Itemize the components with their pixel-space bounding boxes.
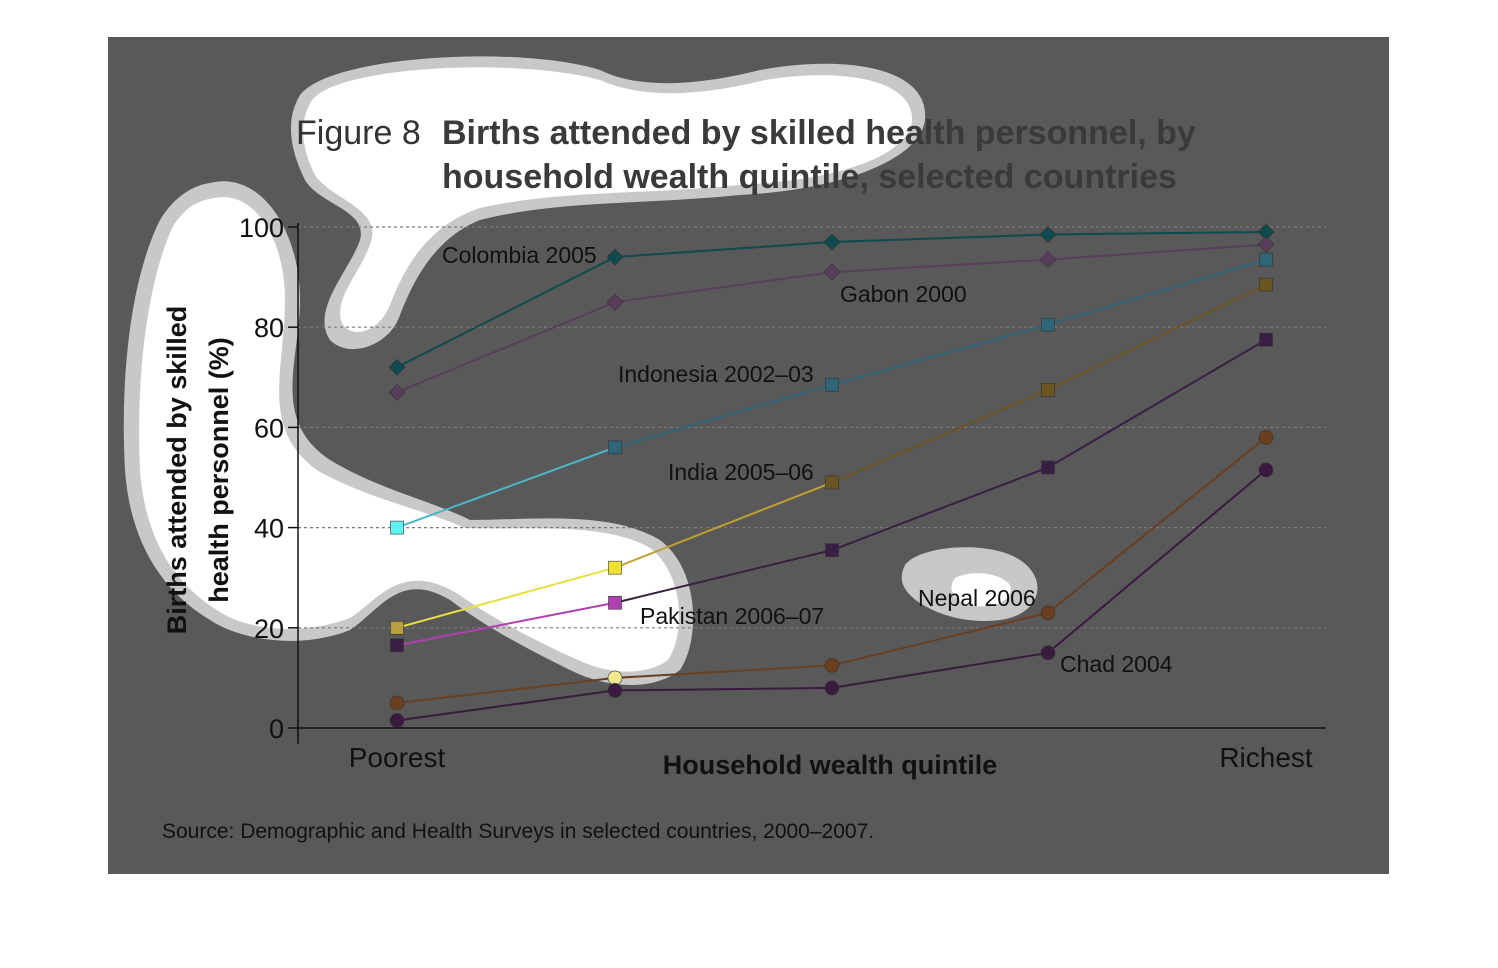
series-colombia-2005 bbox=[388, 223, 1275, 376]
y-tick-label-40: 40 bbox=[254, 514, 284, 544]
data-point bbox=[390, 638, 404, 653]
series-segment bbox=[831, 388, 1049, 484]
data-point bbox=[823, 233, 841, 251]
data-point bbox=[1041, 460, 1055, 475]
series-segment bbox=[1047, 258, 1267, 326]
series-segment bbox=[614, 664, 833, 679]
series-segment bbox=[396, 301, 616, 394]
data-point bbox=[1259, 332, 1273, 347]
series-segment bbox=[614, 241, 833, 259]
series-nepal-2006 bbox=[389, 430, 1274, 711]
series-segment bbox=[614, 549, 833, 604]
data-point bbox=[606, 293, 624, 311]
series-segment bbox=[831, 651, 1049, 689]
highlight-overlay bbox=[123, 56, 1038, 686]
series-segment bbox=[614, 481, 833, 569]
data-point bbox=[389, 713, 405, 728]
data-point bbox=[390, 620, 404, 635]
y-tick-label-60: 60 bbox=[254, 413, 284, 443]
data-point bbox=[607, 683, 623, 698]
data-point bbox=[1039, 226, 1057, 243]
series-segment bbox=[831, 258, 1049, 274]
data-point bbox=[390, 520, 404, 535]
data-point bbox=[608, 560, 622, 575]
series-segment bbox=[396, 566, 616, 629]
series-pakistan-2006-07 bbox=[390, 332, 1273, 653]
y-tick-labels: 0 20 40 60 80 100 bbox=[239, 213, 284, 744]
series-segment bbox=[831, 466, 1049, 552]
series-segment bbox=[396, 446, 616, 529]
data-point bbox=[1041, 317, 1055, 332]
data-point bbox=[824, 658, 840, 673]
series-chad-2004 bbox=[389, 462, 1274, 728]
series-label-gabon-2000: Gabon 2000 bbox=[840, 281, 967, 307]
x-tick-label-poorest: Poorest bbox=[349, 742, 446, 773]
series-label-india-2005-06: India 2005–06 bbox=[668, 459, 814, 485]
data-point bbox=[1039, 251, 1057, 268]
series-gabon-2000 bbox=[388, 236, 1275, 401]
axes bbox=[288, 223, 1326, 744]
data-point bbox=[1258, 430, 1274, 445]
data-point bbox=[1258, 462, 1274, 478]
data-point bbox=[607, 670, 623, 686]
data-point bbox=[1257, 236, 1275, 253]
series-label-chad-2004: Chad 2004 bbox=[1060, 651, 1173, 677]
data-point bbox=[388, 358, 406, 376]
data-point bbox=[1041, 383, 1055, 397]
x-tick-labels: Poorest Richest bbox=[349, 742, 1313, 773]
y-axis-title-line1: Births attended by skilled bbox=[162, 306, 192, 635]
data-point bbox=[608, 595, 622, 610]
data-point bbox=[825, 378, 839, 392]
series-labels: Colombia 2005 Gabon 2000 Indonesia 2002–03… bbox=[442, 242, 1173, 677]
data-point bbox=[825, 475, 839, 490]
source-note: Source: Demographic and Health Surveys i… bbox=[162, 820, 874, 843]
figure-title-line1: Births attended by skilled health person… bbox=[442, 114, 1196, 152]
data-point bbox=[606, 248, 624, 266]
data-point bbox=[823, 263, 841, 281]
data-point bbox=[388, 383, 406, 401]
series-segment bbox=[831, 323, 1049, 386]
data-point bbox=[389, 695, 405, 711]
figure-title-line2: household wealth quintile, selected coun… bbox=[442, 158, 1177, 196]
y-tick-label-20: 20 bbox=[254, 614, 284, 644]
data-point bbox=[1259, 252, 1273, 267]
series-segment bbox=[614, 271, 833, 304]
data-point bbox=[1040, 605, 1056, 621]
series-segment bbox=[396, 689, 616, 722]
series-group bbox=[388, 223, 1275, 728]
series-label-colombia-2005: Colombia 2005 bbox=[442, 242, 597, 268]
x-tick-label-richest: Richest bbox=[1219, 742, 1313, 773]
series-indonesia-2002-03 bbox=[390, 252, 1273, 535]
data-point bbox=[1259, 277, 1273, 292]
series-label-pakistan-2006-07: Pakistan 2006–07 bbox=[640, 603, 824, 629]
series-segment bbox=[1047, 338, 1267, 469]
series-segment bbox=[1047, 283, 1267, 391]
series-segment bbox=[1047, 243, 1267, 261]
y-axis-title-line2: health personnel (%) bbox=[204, 337, 234, 603]
y-tick-label-0: 0 bbox=[269, 714, 284, 744]
series-segment bbox=[831, 611, 1049, 667]
y-tick-label-100: 100 bbox=[239, 213, 284, 243]
series-segment bbox=[396, 676, 616, 704]
series-segment bbox=[614, 686, 833, 692]
series-india-2005-06 bbox=[390, 277, 1273, 635]
data-point bbox=[1040, 645, 1056, 661]
series-segment bbox=[396, 256, 616, 369]
y-tick-label-80: 80 bbox=[254, 313, 284, 343]
series-segment bbox=[1047, 436, 1267, 614]
figure-label: Figure 8 bbox=[296, 114, 421, 152]
series-segment bbox=[614, 383, 833, 449]
series-label-nepal-2006: Nepal 2006 bbox=[918, 585, 1036, 611]
data-point bbox=[825, 543, 839, 557]
x-axis-title: Household wealth quintile bbox=[663, 750, 998, 780]
series-segment bbox=[1047, 231, 1267, 236]
data-point bbox=[608, 440, 622, 455]
series-label-indonesia-2002-03: Indonesia 2002–03 bbox=[618, 361, 814, 387]
data-point bbox=[824, 680, 840, 696]
series-segment bbox=[831, 233, 1049, 244]
series-segment bbox=[1047, 469, 1267, 654]
series-segment bbox=[396, 601, 616, 647]
